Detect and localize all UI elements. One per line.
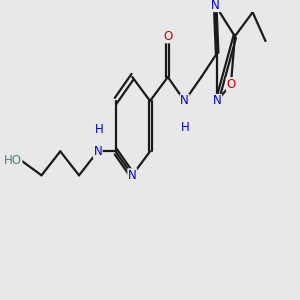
Text: O: O (226, 78, 236, 91)
Text: N: N (211, 0, 220, 12)
Text: N: N (93, 145, 102, 158)
Text: H: H (181, 121, 190, 134)
Text: HO: HO (4, 154, 22, 167)
Text: O: O (163, 30, 172, 43)
Text: H: H (94, 123, 103, 136)
Text: N: N (180, 94, 189, 107)
Text: N: N (128, 169, 137, 182)
Text: N: N (213, 94, 221, 107)
